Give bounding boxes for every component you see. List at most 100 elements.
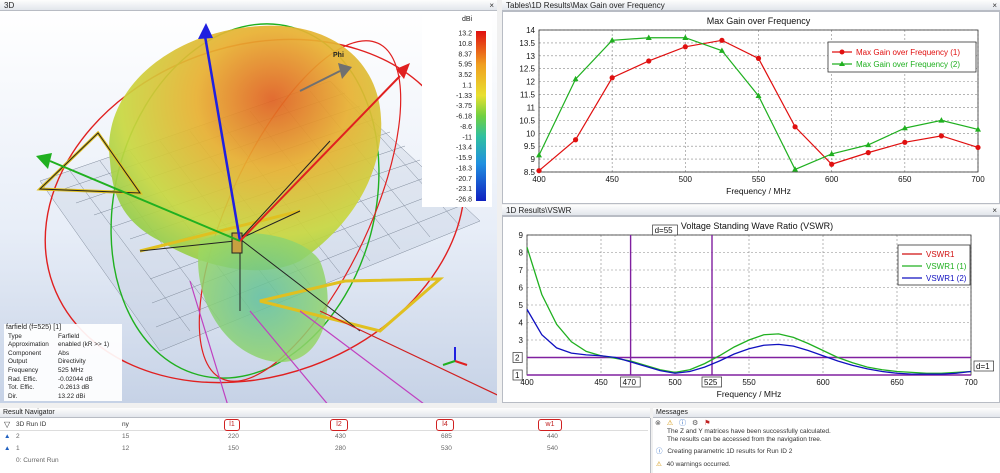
flag-icon[interactable]: ⚑: [704, 420, 711, 427]
farfield-property-row: Approximation enabled (kR >> 1): [4, 341, 122, 350]
colorbar-label: -20.7: [456, 176, 472, 183]
param-tag-w1[interactable]: w1: [538, 419, 562, 431]
messages-toolbar: ⊗ ⚠ ⓘ ⚙ ⚑: [655, 418, 711, 427]
pane-vswr-title: 1D Results\VSWR: [506, 206, 572, 215]
close-icon[interactable]: ×: [489, 1, 494, 10]
l4-value: 530: [441, 445, 452, 452]
navigator-row[interactable]: 0: Current Run: [0, 455, 648, 466]
marker-x2-label: 525: [704, 378, 718, 387]
param-tag-l4[interactable]: l4: [436, 419, 454, 431]
colorbar-label: 8.37: [458, 51, 472, 58]
marker-delta-x-label: d=55: [655, 226, 674, 235]
property-key: Approximation: [8, 341, 49, 349]
farfield-property-row: Rad. Effic. -0.02044 dB: [4, 376, 122, 385]
farfield-property-row: Tot. Effic. -0.2613 dB: [4, 384, 122, 393]
data-point: [572, 137, 579, 143]
message-item[interactable]: ⚠ 40 warnings occurred.: [656, 461, 731, 469]
farfield-property-row: Dir. 13.22 dBi: [4, 393, 122, 402]
colorbar-label: 5.95: [458, 62, 472, 69]
header-run-id[interactable]: 3D Run ID: [16, 421, 47, 428]
data-point: [902, 139, 908, 145]
data-point: [755, 92, 762, 99]
property-value: -0.02044 dB: [58, 375, 93, 383]
colorbar-svg: dBi 13.2 10.8 8.37 5.95 3.52 1.1 -1.33 -3.75 -6.…: [456, 16, 486, 204]
message-item[interactable]: ⓘ Creating parametric 1D results for Run…: [656, 448, 792, 456]
data-point: [536, 152, 542, 158]
pane-3d-titlebar[interactable]: 3D ×: [0, 0, 497, 11]
param-tag-l1[interactable]: l1: [224, 419, 240, 431]
y-tick-label: 3: [519, 336, 524, 345]
data-point: [828, 150, 835, 157]
farfield-3d-view[interactable]: Phi dBi 13.2 10.8 8.37 5: [0, 11, 497, 403]
data-point: [938, 133, 945, 139]
data-point: [719, 37, 725, 43]
pin-icon[interactable]: ▲: [4, 433, 11, 440]
warning-icon: ⚠: [656, 461, 662, 468]
pane-vswr-titlebar[interactable]: 1D Results\VSWR ×: [502, 205, 1000, 216]
legend-marker: [839, 61, 845, 66]
data-point: [975, 126, 981, 132]
property-key: Output: [8, 358, 28, 366]
marker-y1-label: 1: [515, 371, 520, 380]
data-point: [938, 117, 945, 123]
clear-icon[interactable]: ⚙: [692, 420, 699, 427]
farfield-property-row: Frequency 525 MHz: [4, 367, 122, 376]
marker-y2-label-box: [512, 352, 523, 363]
vswr-chart-panel[interactable]: Voltage Standing Wave Ratio (VSWR) 400 450…: [502, 216, 1000, 403]
colorbar-label: -1.33: [456, 93, 472, 100]
l4-value: 685: [441, 433, 452, 440]
y-tick-label: 12: [526, 78, 535, 87]
navigator-row[interactable]: ▲ 2 15 220 430 685 440: [0, 431, 648, 442]
colorbar-legend: dBi 13.2 10.8 8.37 5.95 3.52 1.1 -1.33 -3.75 -6.…: [422, 11, 492, 207]
x-tick-label: 500: [679, 175, 693, 184]
warning-filter-icon[interactable]: ⚠: [666, 420, 674, 427]
data-point: [536, 168, 542, 174]
w1-value: 440: [547, 433, 558, 440]
data-point: [755, 55, 762, 62]
marker-y1-label-box: [512, 369, 523, 381]
error-filter-icon[interactable]: ⊗: [655, 420, 661, 427]
param-tag-l2[interactable]: l2: [330, 419, 348, 431]
close-icon[interactable]: ×: [992, 206, 997, 215]
legend-box: [827, 41, 977, 73]
chart-title: Max Gain over Frequency: [707, 16, 811, 26]
colorbar-label: 13.2: [458, 31, 472, 38]
pane-gain-title: Tables\1D Results\Max Gain over Frequenc…: [506, 1, 665, 10]
colorbar-unit: dBi: [462, 16, 473, 23]
property-key: Tot. Effic.: [8, 384, 35, 392]
result-navigator-titlebar: Result Navigator: [0, 408, 650, 418]
x-tick-label: 400: [520, 378, 534, 387]
chart-title: Voltage Standing Wave Ratio (VSWR): [681, 221, 833, 231]
x-axis-label: Frequency / MHz: [726, 186, 791, 196]
gain-chart-panel[interactable]: Max Gain over Frequency 400 450 500 550 600 65…: [502, 11, 1000, 204]
x-tick-label: 700: [971, 175, 985, 184]
property-value: enabled (kR >> 1): [58, 341, 110, 349]
y-tick-label: 4: [519, 319, 524, 328]
colorbar-label: 10.8: [458, 41, 472, 48]
header-ny[interactable]: ny: [122, 421, 129, 428]
navigator-header-row: ▽ 3D Run ID ny: [0, 419, 648, 431]
run-id: 0: Current Run: [16, 457, 59, 464]
property-key: Type: [8, 332, 22, 340]
data-point: [792, 166, 799, 172]
close-icon[interactable]: ×: [992, 1, 997, 10]
x-axis-label: Frequency / MHz: [717, 389, 782, 399]
pane-gain-titlebar[interactable]: Tables\1D Results\Max Gain over Frequenc…: [502, 0, 1000, 11]
navigator-row[interactable]: ▲ 1 12 150 280 530 540: [0, 443, 648, 454]
l1-value: 150: [228, 445, 239, 452]
message-text: The Z and Y matrices have been successfu…: [667, 428, 831, 435]
property-key: Component: [8, 349, 42, 357]
vswr-chart: Voltage Standing Wave Ratio (VSWR)400 450…: [512, 221, 994, 399]
pin-icon[interactable]: ▲: [4, 445, 11, 452]
data-point: [718, 47, 725, 53]
l1-value: 220: [228, 433, 239, 440]
info-icon: ⓘ: [656, 448, 663, 455]
colorbar-gradient: [476, 31, 486, 201]
messages-panel[interactable]: ⊗ ⚠ ⓘ ⚙ ⚑ The Z and Y matrices have been…: [653, 418, 1000, 473]
info-filter-icon[interactable]: ⓘ: [679, 420, 687, 427]
message-item[interactable]: The results can be accessed from the nav…: [667, 436, 822, 444]
filter-icon[interactable]: ▽: [4, 420, 11, 429]
message-item[interactable]: The Z and Y matrices have been successfu…: [667, 428, 831, 436]
w1-leader-line: [319, 310, 497, 396]
farfield-info-box: farfield (f=525) [1] Type Farfield Approxi…: [4, 324, 122, 402]
